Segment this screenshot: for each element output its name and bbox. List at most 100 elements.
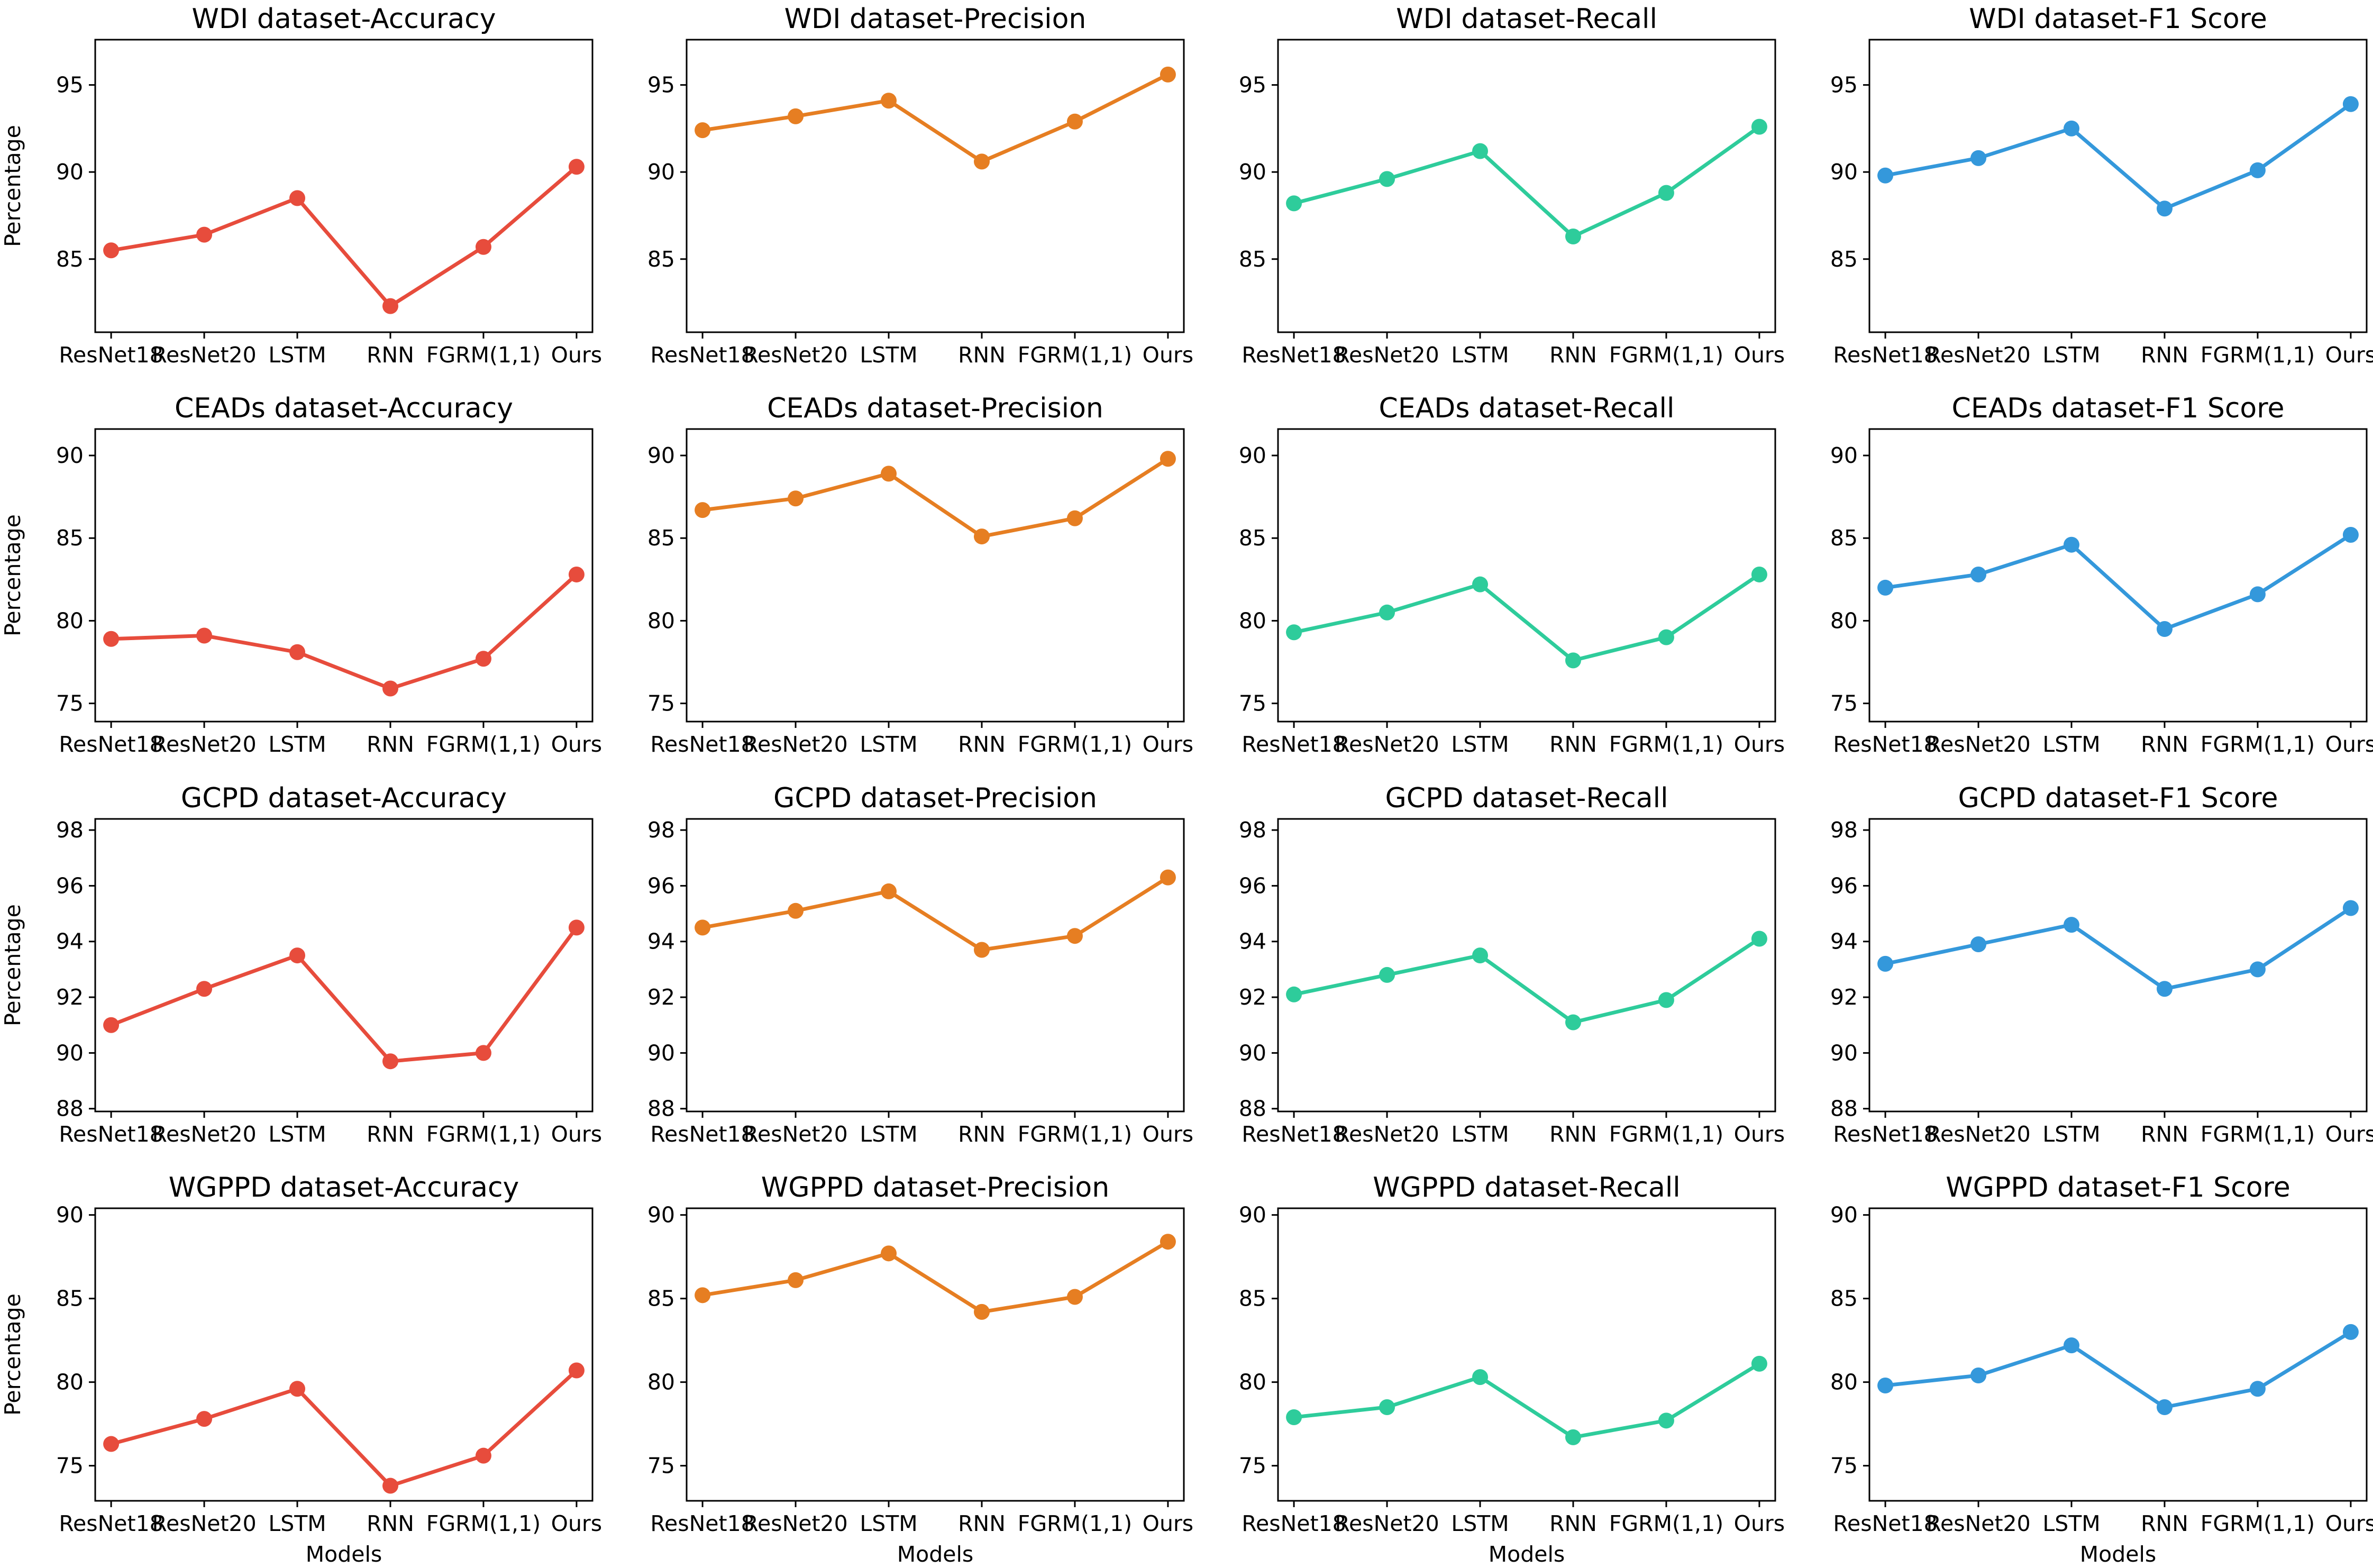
x-tick-label: LSTM [268,342,326,368]
y-tick-label: 96 [1239,873,1266,898]
y-tick-label: 90 [56,1202,84,1228]
data-point [196,981,213,997]
chart-title: WDI dataset-Accuracy [192,3,496,35]
data-point [1970,150,1987,166]
chart-title: WDI dataset-Recall [1396,3,1657,35]
y-tick-label: 98 [1830,817,1858,843]
x-tick-label: FGRM(1,1) [1609,1122,1723,1147]
data-point [1751,566,1767,582]
data-point [2249,961,2266,978]
data-point [2156,1399,2173,1416]
data-point [1379,604,1395,621]
chart-title: GCPD dataset-Recall [1385,782,1668,814]
data-point [1877,167,1894,184]
data-point [788,902,804,919]
chart-title: GCPD dataset-F1 Score [1958,782,2278,814]
data-point [2156,621,2173,637]
data-point [568,159,585,175]
y-tick-label: 75 [56,1453,84,1479]
series-line [1885,1330,2352,1409]
x-tick-label: ResNet18 [650,1511,754,1536]
x-tick-label: Ours [551,732,602,757]
data-point [2342,900,2359,916]
chart-title: CEADs dataset-F1 Score [1952,393,2285,424]
x-tick-label: FGRM(1,1) [426,1122,541,1147]
chart-panel: WDI dataset-Accuracy 85 90 95 ResNet18ResNet… [0,3,602,368]
data-point [2249,1381,2266,1397]
data-point [2064,1337,2080,1354]
y-tick-label: 90 [1239,443,1266,468]
x-tick-label: RNN [367,1511,414,1536]
data-point [1066,113,1083,130]
y-tick-label: 85 [1830,1286,1858,1311]
plot-frame [1277,1207,1776,1502]
y-tick-label: 80 [1830,608,1858,633]
data-point [1751,931,1767,947]
data-point [475,1045,491,1061]
data-point [1658,992,1674,1008]
y-tick-label: 75 [1239,691,1266,716]
chart-panel: CEADs dataset-Accuracy 75 80 85 90 ResNet18Re… [0,393,602,757]
y-tick-label: 75 [1830,1453,1858,1479]
chart-panel: GCPD dataset-F1 Score 88 90 92 94 96 98 ResNet1… [1830,782,2373,1147]
x-tick-label: Ours [1734,732,1785,757]
x-tick-label: ResNet18 [1833,342,1937,368]
x-tick-label: FGRM(1,1) [1018,342,1132,368]
x-tick-label: FGRM(1,1) [1018,1122,1132,1147]
plot-frame [94,818,594,1113]
y-tick-label: 85 [56,1286,84,1311]
y-tick-label: 90 [1239,1202,1266,1228]
x-tick-label: ResNet20 [1926,1122,2030,1147]
data-point [695,1287,711,1303]
series-line [702,876,1169,952]
plot-frame [686,1207,1185,1502]
y-tick-label: 80 [1830,1370,1858,1395]
x-tick-label: LSTM [2042,342,2100,368]
data-point [1751,118,1767,135]
y-tick-label: 85 [1830,525,1858,551]
data-point [1565,228,1581,244]
chart-title: WDI dataset-F1 Score [1969,3,2267,35]
y-tick-label: 85 [1239,247,1266,272]
data-point [1286,195,1302,212]
data-point [881,1245,897,1262]
y-tick-label: 75 [647,1453,675,1479]
chart-panel: WDI dataset-Recall 85 90 95 ResNet18ResNet20… [1239,3,1785,368]
x-tick-label: RNN [958,732,1006,757]
y-tick-label: 98 [1239,817,1266,843]
y-tick-label: 80 [56,608,84,633]
y-tick-label: 85 [1239,525,1266,551]
data-point [881,883,897,899]
x-tick-label: LSTM [860,1511,917,1536]
chart-title: CEADs dataset-Accuracy [175,393,513,424]
data-point [1286,624,1302,641]
data-point [475,651,491,667]
chart-title: WGPPD dataset-Accuracy [169,1172,519,1204]
data-point [881,466,897,482]
x-tick-label: LSTM [268,1122,326,1147]
data-point [1658,629,1674,645]
y-axis-label: Percentage [0,1293,25,1416]
x-tick-label: LSTM [2042,1122,2100,1147]
data-point [973,153,990,170]
y-tick-label: 90 [647,1040,675,1065]
x-tick-label: ResNet20 [152,342,256,368]
y-tick-label: 95 [647,72,675,98]
data-point [695,502,711,518]
data-point [1877,955,1894,972]
x-tick-label: FGRM(1,1) [1609,342,1723,368]
x-tick-label: LSTM [860,342,917,368]
data-point [475,1447,491,1464]
x-tick-label: LSTM [2042,732,2100,757]
y-tick-label: 80 [647,1370,675,1395]
y-tick-label: 85 [647,1286,675,1311]
x-tick-label: RNN [1549,342,1597,368]
plot-frame [1277,818,1776,1113]
data-point [1160,451,1176,467]
x-tick-label: ResNet18 [59,1511,163,1536]
data-point [568,566,585,582]
data-point [103,242,120,259]
data-point [289,644,306,660]
x-tick-label: ResNet20 [1335,1511,1439,1536]
x-tick-label: ResNet18 [1242,732,1346,757]
